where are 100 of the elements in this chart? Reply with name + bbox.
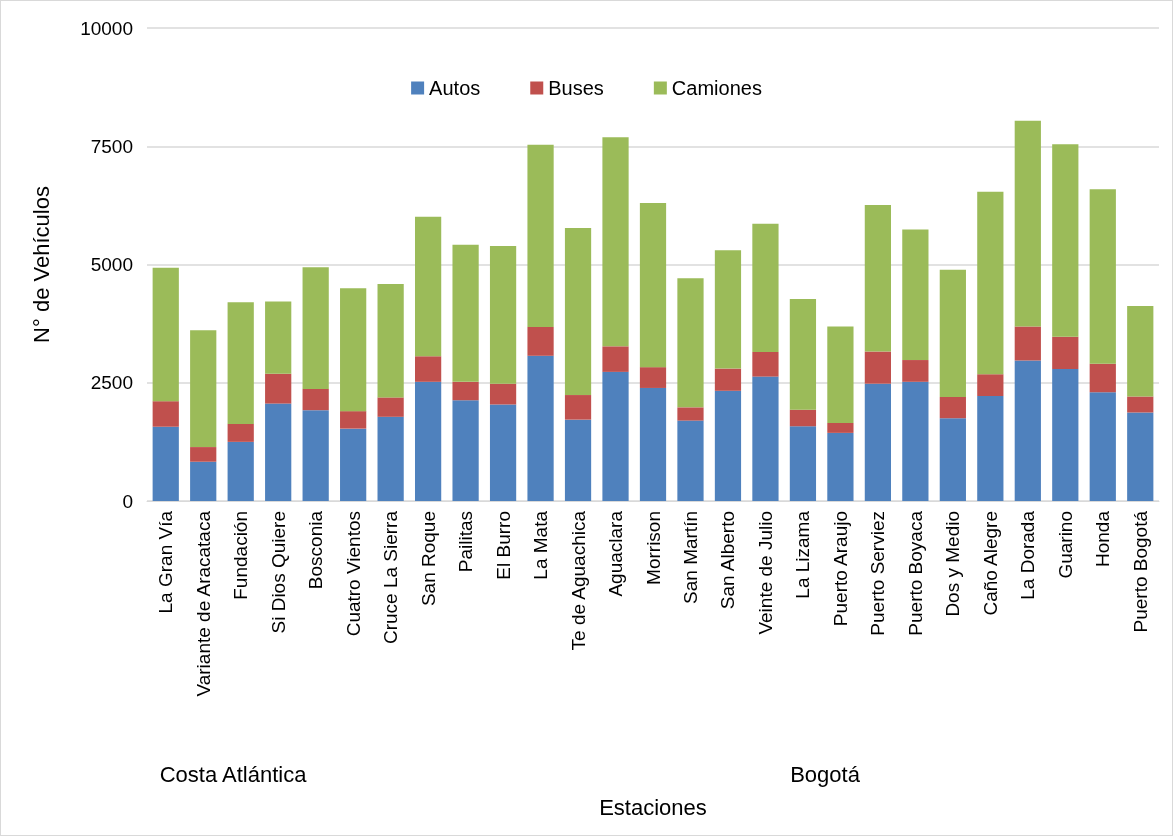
- bar: [340, 428, 367, 501]
- bar: [489, 246, 517, 384]
- bar: [639, 387, 667, 501]
- bar: [564, 395, 592, 420]
- y-tick-label: 5000: [90, 254, 133, 275]
- bar: [864, 351, 892, 384]
- x-tick-label: Puerto Boyaca: [904, 510, 926, 636]
- bar: [789, 426, 817, 501]
- bar: [340, 411, 367, 429]
- bar: [227, 302, 254, 424]
- x-tick-label: Fundación: [230, 511, 252, 600]
- bar: [340, 288, 367, 412]
- bar: [302, 267, 329, 389]
- x-tick-label: Dos y Medio: [942, 511, 964, 617]
- bar: [827, 432, 854, 501]
- x-tick-label: Puerto Araujo: [829, 511, 851, 627]
- bar: [190, 330, 217, 448]
- bar: [452, 400, 479, 501]
- x-tick-label: La Gran Vía: [155, 510, 177, 614]
- bar: [864, 204, 892, 352]
- x-tick-label: La Dorada: [1017, 510, 1039, 600]
- bar: [414, 216, 442, 357]
- x-tick-label: Cruce La Sierra: [380, 510, 402, 645]
- x-tick-label: Veinte de Julio: [754, 511, 776, 635]
- bar: [602, 346, 629, 372]
- text: Costa Atlántica: [159, 761, 308, 787]
- bar: [377, 416, 404, 501]
- bar: [414, 356, 442, 382]
- bar: [1127, 306, 1154, 397]
- bar: [714, 368, 742, 391]
- x-tick-label: Te de Aguachica: [567, 510, 589, 651]
- bar: [227, 423, 254, 442]
- bar: [152, 401, 179, 427]
- bar: [902, 381, 929, 501]
- y-axis-title: N° de Vehículos: [28, 186, 54, 343]
- bar: [902, 360, 929, 382]
- y-tick-label: 0: [122, 490, 133, 512]
- bar: [1052, 336, 1079, 370]
- bar: [602, 371, 629, 501]
- x-tick-label: Variante de Aracataca: [192, 510, 214, 697]
- bar: [190, 447, 217, 462]
- bar: [377, 283, 404, 398]
- bar: [752, 352, 779, 377]
- bar: [639, 203, 667, 368]
- bar: [977, 191, 1004, 375]
- bar: [1089, 363, 1116, 393]
- bar: [639, 367, 667, 388]
- bar: [977, 374, 1004, 396]
- bar: [902, 229, 929, 361]
- bar: [939, 269, 966, 397]
- x-tick-label: La Lizama: [792, 510, 814, 599]
- x-tick-label: Guarino: [1054, 511, 1076, 579]
- x-tick-label: Aguaclara: [605, 510, 627, 597]
- bar: [190, 461, 217, 501]
- x-tick-label: La Mata: [530, 510, 552, 580]
- bar: [752, 223, 779, 353]
- bar: [414, 381, 442, 501]
- bar: [1014, 120, 1041, 327]
- text: Bogotá: [790, 761, 861, 787]
- bar: [939, 418, 966, 501]
- x-tick-label: San Martín: [679, 511, 701, 604]
- bar: [789, 299, 817, 410]
- bar: [752, 376, 779, 501]
- bar: [527, 355, 554, 501]
- x-tick-label: Honda: [1092, 510, 1114, 567]
- x-tick-label: San Alberto: [717, 511, 739, 610]
- y-tick-label: 2500: [90, 372, 133, 394]
- x-tick-label: Si Dios Quiere: [267, 511, 289, 634]
- x-tick-label: San Roque: [417, 511, 439, 607]
- bar: [714, 390, 742, 501]
- bar: [452, 244, 479, 382]
- bar: [527, 144, 554, 327]
- bar: [265, 301, 292, 374]
- bar: [977, 395, 1004, 501]
- bar: [489, 404, 517, 501]
- x-tick-label: Puerto Serviez: [867, 511, 889, 636]
- bar: [1089, 392, 1116, 501]
- bar: [1014, 326, 1041, 361]
- bar: [265, 373, 292, 404]
- bar: [864, 383, 892, 501]
- x-tick-label: Cuatro Vientos: [342, 511, 364, 637]
- bar: [302, 388, 329, 411]
- bar: [939, 396, 966, 419]
- x-axis-title: Estaciones: [599, 794, 707, 820]
- bar: [489, 383, 517, 405]
- bar: [1127, 412, 1154, 501]
- x-tick-label: Morrison: [642, 511, 664, 585]
- legend-label: Camiones: [671, 77, 762, 99]
- legend-label: Autos: [429, 77, 481, 99]
- bar: [714, 250, 742, 369]
- bar: [1127, 396, 1154, 413]
- bar: [452, 381, 479, 401]
- bar: [564, 228, 592, 396]
- bar: [677, 420, 704, 501]
- bar: [377, 397, 404, 417]
- bar: [527, 326, 554, 356]
- bar: [1052, 369, 1079, 501]
- bar: [227, 441, 254, 501]
- bar: [1089, 189, 1116, 364]
- bar: [1014, 360, 1041, 501]
